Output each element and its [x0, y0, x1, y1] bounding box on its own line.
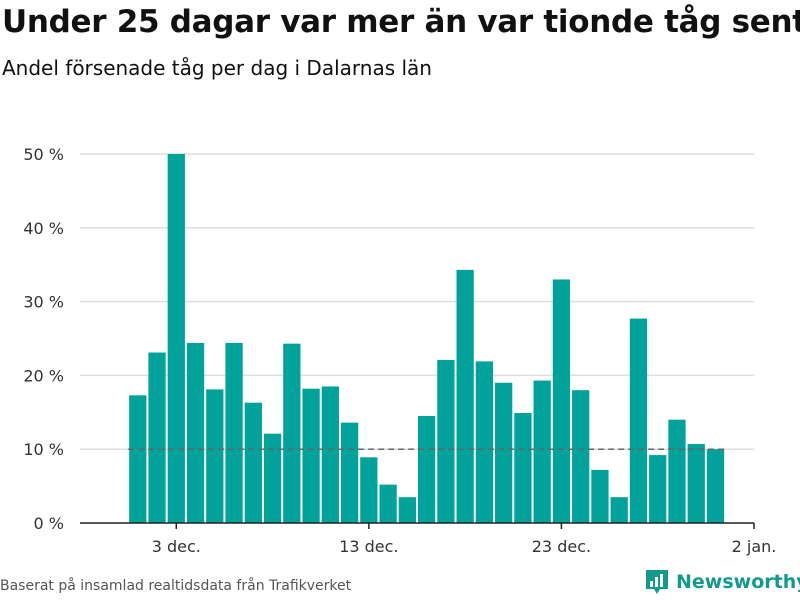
chart-title: Under 25 dagar var mer än var tionde tåg… [2, 4, 800, 40]
brand-logo[interactable]: Newsworthy [644, 568, 800, 596]
bar [225, 342, 243, 523]
y-tick-label: 20 % [23, 366, 64, 385]
y-tick-label: 50 % [23, 145, 64, 164]
x-axis: 3 dec. 13 dec. 23 dec. 2 jan. [80, 522, 777, 556]
y-tick-label: 30 % [23, 293, 64, 312]
bar [418, 415, 436, 523]
x-tick-label: 13 dec. [339, 537, 398, 556]
bar [668, 419, 686, 523]
bar [321, 386, 339, 523]
bar [283, 343, 301, 523]
bar [495, 382, 513, 523]
bar [302, 388, 320, 523]
bar [398, 497, 416, 523]
x-tick-label: 23 dec. [532, 537, 591, 556]
bar [186, 342, 205, 523]
bar [167, 154, 185, 523]
chart-subtitle: Andel försenade tåg per dag i Dalarnas l… [2, 56, 432, 80]
bar [340, 422, 359, 523]
bar [456, 269, 474, 523]
bar [610, 497, 628, 523]
bar [533, 380, 551, 523]
bar [360, 457, 378, 523]
bars [129, 154, 725, 523]
bar [263, 433, 282, 523]
y-tick-label: 40 % [23, 219, 64, 238]
bar [437, 359, 455, 523]
y-axis-labels: 0 % 10 % 20 % 30 % 40 % 50 % [23, 145, 64, 533]
bar [572, 390, 590, 523]
x-tick-label: 2 jan. [732, 537, 777, 556]
brand-name: Newsworthy [676, 571, 800, 593]
y-tick-label: 10 % [23, 440, 64, 459]
newsworthy-chart-icon [646, 570, 668, 594]
bar [475, 361, 494, 523]
y-tick-label: 0 % [34, 514, 64, 533]
bar [687, 444, 705, 523]
bar [379, 484, 397, 523]
source-note: Baserat på insamlad realtidsdata från Tr… [0, 578, 352, 594]
bar [649, 455, 667, 523]
x-tick-label: 3 dec. [152, 537, 201, 556]
bar [629, 318, 648, 523]
bar [148, 352, 166, 523]
bar [591, 469, 609, 523]
bar [706, 449, 725, 523]
bar [206, 389, 224, 523]
bar [552, 279, 571, 523]
bar [244, 402, 262, 523]
bar [129, 395, 147, 523]
bar [514, 413, 532, 523]
